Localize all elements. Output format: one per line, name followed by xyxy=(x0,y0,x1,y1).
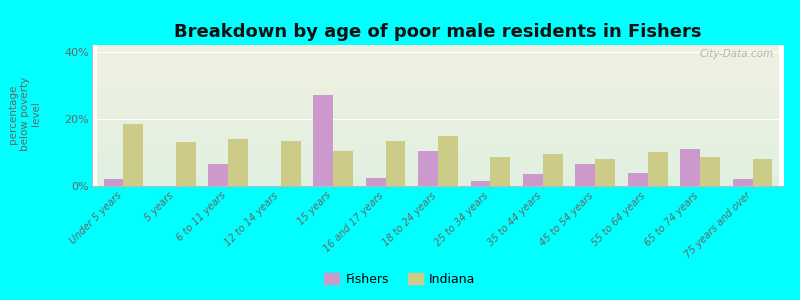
Bar xyxy=(575,164,595,186)
Text: City-Data.com: City-Data.com xyxy=(699,49,774,59)
Bar xyxy=(176,142,196,186)
Bar xyxy=(648,152,668,186)
Bar xyxy=(543,154,562,186)
Legend: Fishers, Indiana: Fishers, Indiana xyxy=(319,268,481,291)
Bar xyxy=(333,151,353,186)
Bar xyxy=(753,159,773,186)
Bar xyxy=(523,174,543,186)
Bar xyxy=(680,149,700,186)
Bar xyxy=(418,151,438,186)
Bar xyxy=(314,95,333,186)
Bar xyxy=(228,139,248,186)
Bar xyxy=(281,141,301,186)
Title: Breakdown by age of poor male residents in Fishers: Breakdown by age of poor male residents … xyxy=(174,23,702,41)
Bar xyxy=(700,158,720,186)
Bar xyxy=(123,124,143,186)
Bar xyxy=(490,158,510,186)
Bar xyxy=(208,164,228,186)
Bar xyxy=(628,172,648,186)
Bar xyxy=(470,181,490,186)
Bar xyxy=(595,159,615,186)
Bar xyxy=(103,179,123,186)
Text: percentage
below poverty
level: percentage below poverty level xyxy=(8,77,42,151)
Bar xyxy=(386,141,406,186)
Bar xyxy=(438,136,458,186)
Bar xyxy=(733,179,753,186)
Bar xyxy=(366,178,386,186)
